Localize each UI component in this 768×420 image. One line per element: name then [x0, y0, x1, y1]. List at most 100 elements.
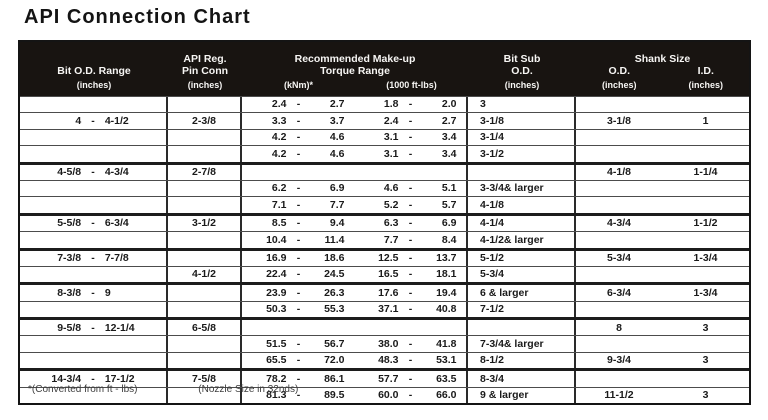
bit-od-high: 7-7/8 — [104, 251, 129, 264]
ftlbs-low: 1.8 — [383, 98, 399, 111]
shank-id-cell: 1 — [702, 114, 709, 127]
bit-od-cell — [20, 387, 168, 404]
bit-od-high: 6-3/4 — [104, 217, 129, 230]
pin-conn-cell — [168, 250, 242, 266]
bit-sub-od-cell: 3-3/4& larger — [468, 180, 576, 197]
torque-knm-cell: 51.5- 56.7 — [242, 336, 355, 351]
torque-knm-cell: 10.4- 11.4 — [242, 232, 355, 247]
torque-ftlbs-cell: 3.1- 3.4 — [355, 129, 468, 146]
ftlbs-low: 16.5 — [378, 268, 399, 281]
torque-knm-cell: 6.2- 6.9 — [242, 181, 355, 196]
bit-od-cell — [20, 301, 168, 318]
shank-id-cell — [662, 146, 749, 161]
table-row: 65.5-72.0 48.3-53.1 8-1/2 9-3/4 3 — [20, 351, 749, 369]
bit-sub-od-cell: 7-1/2 — [468, 301, 576, 318]
torque-ftlbs-cell: 3.1- 3.4 — [355, 146, 468, 162]
torque-knm-cell: 22.4- 24.5 — [242, 267, 355, 282]
range-dash: - — [296, 354, 301, 367]
knm-low: 81.3 — [266, 389, 287, 402]
range-dash: - — [296, 233, 301, 246]
header-torque-range: Recommended Make-up Torque Range (kNm)* … — [242, 42, 468, 96]
torque-knm-cell: 8.5- 9.4 — [242, 216, 355, 231]
torque-ftlbs-cell: 37.1- 40.8 — [355, 301, 468, 318]
bit-od-high: 4-3/4 — [104, 166, 129, 178]
header-label: Bit O.D. Range — [57, 65, 131, 77]
footnotes: *(Converted from ft - lbs) (Nozzle Size … — [28, 384, 298, 395]
range-dash: - — [408, 131, 413, 144]
ftlbs-high: 2.7 — [441, 114, 457, 127]
footnote-converted: *(Converted from ft - lbs) — [28, 384, 138, 395]
shank-id-cell: 1-3/4 — [693, 251, 718, 264]
torque-knm-cell: 65.5- 72.0 — [242, 353, 355, 368]
table-row: 4.2-4.6 3.1-3.4 3-1/4 — [20, 128, 749, 146]
pin-conn-cell: 2-7/8 — [168, 164, 242, 180]
table-header: Bit O.D. Range (inches) API Reg. Pin Con… — [20, 42, 749, 96]
shank-od-cell: 6-3/4 — [607, 286, 631, 299]
shank-od-cell: 4-3/4 — [607, 217, 631, 230]
page-title: API Connection Chart — [24, 6, 251, 28]
ftlbs-low: 48.3 — [378, 354, 399, 367]
bit-sub-od-cell: 3-1/2 — [468, 146, 576, 162]
ftlbs-high: 5.7 — [441, 198, 457, 211]
bit-od-cell: 4-4-1/2 — [20, 113, 168, 129]
bit-od-cell — [20, 352, 168, 369]
range-dash: - — [91, 251, 95, 264]
torque-ftlbs-cell: 48.3- 53.1 — [355, 352, 468, 369]
ftlbs-high: 19.4 — [436, 286, 457, 299]
torque-ftlbs-cell: 5.2- 5.7 — [355, 197, 468, 213]
bit-od-cell: 14-3/4-17-1/2 — [20, 371, 168, 387]
ftlbs-high: 6.9 — [441, 217, 457, 230]
shank-id-cell: 3 — [702, 389, 709, 402]
ftlbs-high: 2.0 — [441, 98, 457, 111]
shank-id-cell — [662, 181, 749, 196]
bit-od-high: 17-1/2 — [104, 372, 135, 385]
knm-low: 22.4 — [266, 268, 287, 281]
ftlbs-high: 41.8 — [436, 337, 457, 350]
shank-id-cell — [662, 302, 749, 317]
torque-knm-cell — [242, 320, 355, 335]
table-row: 8-3/8-9 23.9-26.3 17.6-19.4 6 & larger 6-3/4… — [20, 282, 749, 301]
shank-od-cell — [576, 97, 662, 112]
range-dash: - — [91, 217, 95, 230]
knm-high: 9.4 — [329, 217, 345, 230]
header-shank-size: Shank Size O.D. I.D. (inches) (inches) — [576, 42, 749, 96]
knm-high: 18.6 — [324, 251, 345, 264]
knm-low: 16.9 — [266, 251, 287, 264]
knm-low: 3.3 — [271, 114, 287, 127]
shank-od-cell — [576, 181, 662, 196]
shank-id-cell — [662, 197, 749, 212]
table-row: 4.2-4.6 3.1-3.4 3-1/2 — [20, 145, 749, 162]
ftlbs-low: 6.3 — [383, 217, 399, 230]
bit-od-low: 4 — [75, 114, 82, 127]
range-dash: - — [91, 114, 95, 127]
table-row: 4-1/2 22.4-24.5 16.5-18.1 5-3/4 — [20, 265, 749, 283]
footnote-nozzle: (Nozzle Size in 32nds) — [198, 384, 299, 395]
ftlbs-low: 5.2 — [383, 198, 399, 211]
knm-low: 6.2 — [271, 182, 287, 195]
header-unit-knm: (kNm)* — [283, 80, 313, 90]
bit-od-cell — [20, 146, 168, 162]
pin-conn-cell: 7-5/8 — [168, 371, 242, 387]
table-row: 6.2-6.9 4.6-5.1 3-3/4& larger — [20, 179, 749, 197]
pin-conn-cell — [168, 301, 242, 318]
torque-knm-cell — [242, 165, 355, 180]
table-row: 50.3-55.3 37.1-40.8 7-1/2 — [20, 300, 749, 318]
knm-low: 78.2 — [266, 372, 287, 385]
shank-id-cell: 3 — [702, 321, 709, 334]
pin-conn-cell: 2-3/8 — [168, 113, 242, 129]
torque-knm-cell: 3.3- 3.7 — [242, 113, 355, 128]
bit-od-cell — [20, 129, 168, 146]
torque-ftlbs-cell: 6.3- 6.9 — [355, 215, 468, 232]
torque-knm-cell: 2.4- 2.7 — [242, 97, 355, 112]
range-dash: - — [408, 268, 413, 281]
bit-od-cell — [20, 266, 168, 283]
shank-id-cell: 1-1/4 — [693, 166, 718, 178]
torque-ftlbs-cell: 17.6- 19.4 — [355, 285, 468, 301]
bit-sub-od-cell: 7-3/4& larger — [468, 336, 576, 352]
header-api-reg-pin-conn: API Reg. Pin Conn (inches) — [168, 42, 242, 96]
shank-od-cell: 4-1/8 — [607, 166, 631, 178]
pin-conn-cell — [168, 129, 242, 146]
ftlbs-low: 38.0 — [378, 337, 399, 350]
range-dash: - — [408, 354, 413, 367]
